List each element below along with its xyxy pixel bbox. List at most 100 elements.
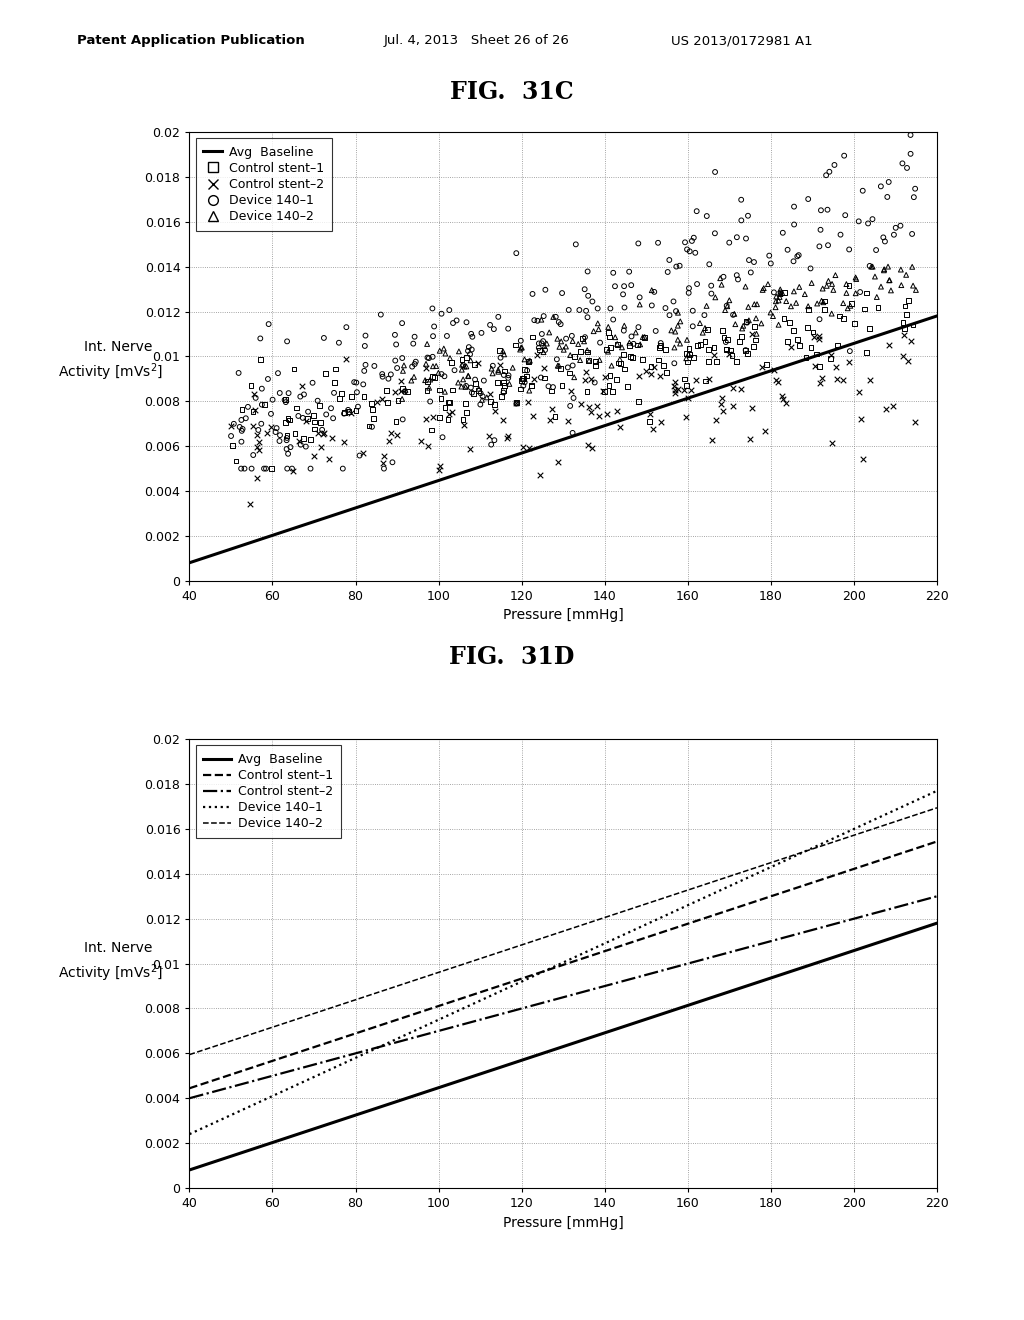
- Point: [738, 228, 755, 249]
- Point: [645, 418, 662, 440]
- Point: [263, 417, 280, 438]
- Point: [872, 176, 889, 197]
- Device 140–2: [543, 928, 555, 944]
- Point: [823, 432, 840, 453]
- Point: [278, 389, 294, 411]
- Point: [516, 359, 532, 380]
- Control stent–1: [539, 964, 551, 979]
- Point: [748, 308, 764, 329]
- Control stent–1: [183, 1080, 196, 1096]
- Point: [579, 380, 595, 401]
- Point: [418, 408, 434, 429]
- Point: [419, 371, 435, 392]
- Point: [666, 376, 682, 397]
- Point: [609, 334, 626, 355]
- Point: [612, 352, 629, 374]
- Point: [464, 326, 480, 347]
- Point: [779, 331, 796, 352]
- Point: [682, 240, 698, 261]
- Point: [395, 355, 412, 376]
- Point: [513, 370, 529, 391]
- Point: [484, 355, 501, 376]
- Point: [285, 461, 301, 482]
- Point: [715, 319, 731, 341]
- Point: [536, 342, 552, 363]
- Point: [643, 280, 659, 301]
- Point: [406, 367, 422, 388]
- Point: [315, 327, 332, 348]
- Point: [708, 409, 724, 430]
- Point: [785, 281, 802, 302]
- Point: [707, 223, 723, 244]
- Point: [605, 309, 622, 330]
- Point: [560, 411, 577, 432]
- Device 140–1: [588, 940, 600, 956]
- Point: [778, 290, 795, 312]
- Point: [422, 391, 438, 412]
- Point: [613, 337, 630, 358]
- Point: [380, 368, 396, 389]
- Point: [223, 425, 240, 446]
- Point: [893, 259, 909, 280]
- Point: [551, 355, 567, 376]
- Point: [392, 380, 409, 401]
- Point: [667, 379, 683, 400]
- Point: [681, 338, 697, 359]
- Point: [863, 256, 880, 277]
- Point: [293, 434, 309, 455]
- Point: [703, 430, 720, 451]
- Point: [545, 306, 561, 327]
- Point: [234, 418, 251, 440]
- Point: [798, 347, 814, 368]
- Point: [907, 280, 924, 301]
- Point: [599, 404, 615, 425]
- Point: [421, 347, 437, 368]
- Point: [685, 315, 701, 337]
- Point: [338, 317, 354, 338]
- Point: [853, 409, 869, 430]
- Point: [394, 313, 411, 334]
- Point: [746, 317, 763, 338]
- Point: [740, 310, 757, 331]
- Point: [263, 404, 280, 425]
- Point: [444, 313, 461, 334]
- Device 140–1: [796, 845, 808, 861]
- Point: [745, 335, 762, 356]
- Point: [726, 304, 742, 325]
- Point: [523, 375, 540, 396]
- Point: [424, 346, 440, 367]
- Point: [564, 422, 581, 444]
- Point: [443, 352, 460, 374]
- Point: [816, 290, 833, 312]
- Point: [626, 333, 642, 354]
- Point: [895, 346, 911, 367]
- Point: [769, 371, 785, 392]
- Point: [520, 351, 537, 372]
- Point: [651, 366, 668, 387]
- Point: [609, 334, 626, 355]
- Point: [657, 339, 674, 360]
- Point: [803, 337, 819, 358]
- Point: [406, 333, 422, 354]
- Point: [443, 401, 460, 422]
- Point: [820, 235, 837, 256]
- Point: [256, 458, 272, 479]
- Point: [836, 145, 852, 166]
- Control stent–1: [628, 933, 640, 949]
- Point: [529, 310, 546, 331]
- Point: [826, 154, 843, 176]
- Point: [437, 343, 454, 364]
- Point: [829, 334, 846, 355]
- Point: [754, 356, 770, 378]
- Point: [577, 326, 593, 347]
- Point: [782, 337, 799, 358]
- Point: [621, 261, 637, 282]
- Point: [496, 364, 512, 385]
- Point: [431, 459, 447, 480]
- Point: [519, 360, 536, 381]
- Point: [861, 255, 878, 276]
- Point: [785, 197, 802, 218]
- Device 140–2: [912, 805, 925, 821]
- Point: [231, 416, 248, 437]
- Point: [490, 362, 507, 383]
